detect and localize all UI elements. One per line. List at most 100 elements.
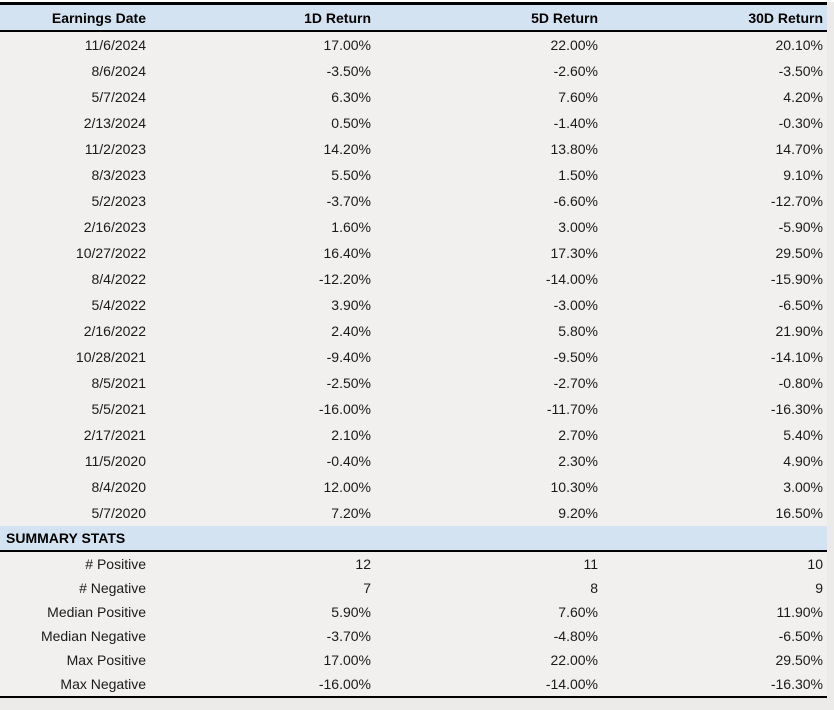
return-value-cell: -4.80%	[375, 624, 602, 648]
earnings-row: 5/5/2021 -16.00% -11.70% -16.30%	[0, 396, 827, 422]
return-value-cell: 10.30%	[375, 474, 602, 500]
return-value-cell: 13.80%	[375, 136, 602, 162]
return-value-cell: -3.70%	[150, 624, 375, 648]
top-margin-strip	[0, 0, 834, 2]
col-header-1d-return: 1D Return	[150, 3, 375, 32]
earnings-row: 10/28/2021 -9.40% -9.50% -14.10%	[0, 344, 827, 370]
return-value-cell: 3.00%	[375, 214, 602, 240]
return-value-cell: 2.40%	[150, 318, 375, 344]
earnings-date-cell: 5/2/2023	[0, 188, 150, 214]
return-value-cell: -3.50%	[150, 58, 375, 84]
summary-stat-row: # Negative 7 8 9	[0, 576, 827, 600]
return-value-cell: 8	[375, 576, 602, 600]
earnings-row: 11/2/2023 14.20% 13.80% 14.70%	[0, 136, 827, 162]
earnings-date-cell: 2/13/2024	[0, 110, 150, 136]
return-value-cell: -16.30%	[602, 396, 827, 422]
return-value-cell: 3.00%	[602, 474, 827, 500]
return-value-cell: 14.70%	[602, 136, 827, 162]
return-value-cell: -14.10%	[602, 344, 827, 370]
return-value-cell: 22.00%	[375, 648, 602, 672]
earnings-row: 8/5/2021 -2.50% -2.70% -0.80%	[0, 370, 827, 396]
return-value-cell: 2.70%	[375, 422, 602, 448]
return-value-cell: 11	[375, 551, 602, 576]
return-value-cell: 21.90%	[602, 318, 827, 344]
return-value-cell: 20.10%	[602, 31, 827, 58]
earnings-row: 8/4/2022 -12.20% -14.00% -15.90%	[0, 266, 827, 292]
return-value-cell: 4.20%	[602, 84, 827, 110]
return-value-cell: -6.60%	[375, 188, 602, 214]
earnings-row: 2/17/2021 2.10% 2.70% 5.40%	[0, 422, 827, 448]
return-value-cell: -6.50%	[602, 292, 827, 318]
return-value-cell: 17.30%	[375, 240, 602, 266]
stat-label-cell: Max Negative	[0, 672, 150, 698]
earnings-date-cell: 2/17/2021	[0, 422, 150, 448]
return-value-cell: 9.20%	[375, 500, 602, 526]
summary-stats-title: SUMMARY STATS	[0, 526, 827, 552]
summary-stats-header-row: SUMMARY STATS	[0, 526, 827, 552]
earnings-date-cell: 8/4/2020	[0, 474, 150, 500]
earnings-row: 5/7/2024 6.30% 7.60% 4.20%	[0, 84, 827, 110]
return-value-cell: -14.00%	[375, 266, 602, 292]
return-value-cell: -15.90%	[602, 266, 827, 292]
return-value-cell: -3.50%	[602, 58, 827, 84]
return-value-cell: 9.10%	[602, 162, 827, 188]
earnings-date-cell: 8/6/2024	[0, 58, 150, 84]
earnings-date-cell: 11/2/2023	[0, 136, 150, 162]
return-value-cell: -9.40%	[150, 344, 375, 370]
return-value-cell: -14.00%	[375, 672, 602, 698]
return-value-cell: -1.40%	[375, 110, 602, 136]
earnings-date-cell: 8/3/2023	[0, 162, 150, 188]
return-value-cell: 11.90%	[602, 600, 827, 624]
return-value-cell: 16.50%	[602, 500, 827, 526]
earnings-date-cell: 2/16/2022	[0, 318, 150, 344]
stat-label-cell: Median Negative	[0, 624, 150, 648]
earnings-row: 2/13/2024 0.50% -1.40% -0.30%	[0, 110, 827, 136]
col-header-30d-return: 30D Return	[602, 3, 827, 32]
return-value-cell: 2.30%	[375, 448, 602, 474]
return-value-cell: 3.90%	[150, 292, 375, 318]
summary-stat-row: Max Positive 17.00% 22.00% 29.50%	[0, 648, 827, 672]
summary-stat-row: Max Negative -16.00% -14.00% -16.30%	[0, 672, 827, 698]
return-value-cell: 7.60%	[375, 600, 602, 624]
return-value-cell: 16.40%	[150, 240, 375, 266]
earnings-row: 10/27/2022 16.40% 17.30% 29.50%	[0, 240, 827, 266]
return-value-cell: -0.30%	[602, 110, 827, 136]
return-value-cell: -6.50%	[602, 624, 827, 648]
return-value-cell: -2.70%	[375, 370, 602, 396]
header-row: Earnings Date 1D Return 5D Return 30D Re…	[0, 3, 827, 32]
earnings-date-cell: 8/5/2021	[0, 370, 150, 396]
earnings-row: 5/2/2023 -3.70% -6.60% -12.70%	[0, 188, 827, 214]
return-value-cell: 17.00%	[150, 648, 375, 672]
return-value-cell: -2.60%	[375, 58, 602, 84]
return-value-cell: 7.60%	[375, 84, 602, 110]
earnings-returns-table: Earnings Date 1D Return 5D Return 30D Re…	[0, 2, 827, 698]
return-value-cell: -0.80%	[602, 370, 827, 396]
earnings-date-cell: 10/28/2021	[0, 344, 150, 370]
return-value-cell: -16.30%	[602, 672, 827, 698]
earnings-row: 8/6/2024 -3.50% -2.60% -3.50%	[0, 58, 827, 84]
earnings-row: 11/5/2020 -0.40% 2.30% 4.90%	[0, 448, 827, 474]
col-header-earnings-date: Earnings Date	[0, 3, 150, 32]
return-value-cell: -11.70%	[375, 396, 602, 422]
return-value-cell: 14.20%	[150, 136, 375, 162]
earnings-row: 2/16/2022 2.40% 5.80% 21.90%	[0, 318, 827, 344]
return-value-cell: -12.20%	[150, 266, 375, 292]
stat-label-cell: # Negative	[0, 576, 150, 600]
return-value-cell: 22.00%	[375, 31, 602, 58]
return-value-cell: -3.00%	[375, 292, 602, 318]
stat-label-cell: Median Positive	[0, 600, 150, 624]
return-value-cell: 1.50%	[375, 162, 602, 188]
return-value-cell: 5.90%	[150, 600, 375, 624]
stat-label-cell: Max Positive	[0, 648, 150, 672]
return-value-cell: -2.50%	[150, 370, 375, 396]
earnings-date-cell: 5/7/2020	[0, 500, 150, 526]
return-value-cell: 12.00%	[150, 474, 375, 500]
return-value-cell: 29.50%	[602, 240, 827, 266]
col-header-5d-return: 5D Return	[375, 3, 602, 32]
return-value-cell: 5.40%	[602, 422, 827, 448]
summary-stat-row: Median Positive 5.90% 7.60% 11.90%	[0, 600, 827, 624]
return-value-cell: 2.10%	[150, 422, 375, 448]
return-value-cell: -16.00%	[150, 396, 375, 422]
return-value-cell: -0.40%	[150, 448, 375, 474]
